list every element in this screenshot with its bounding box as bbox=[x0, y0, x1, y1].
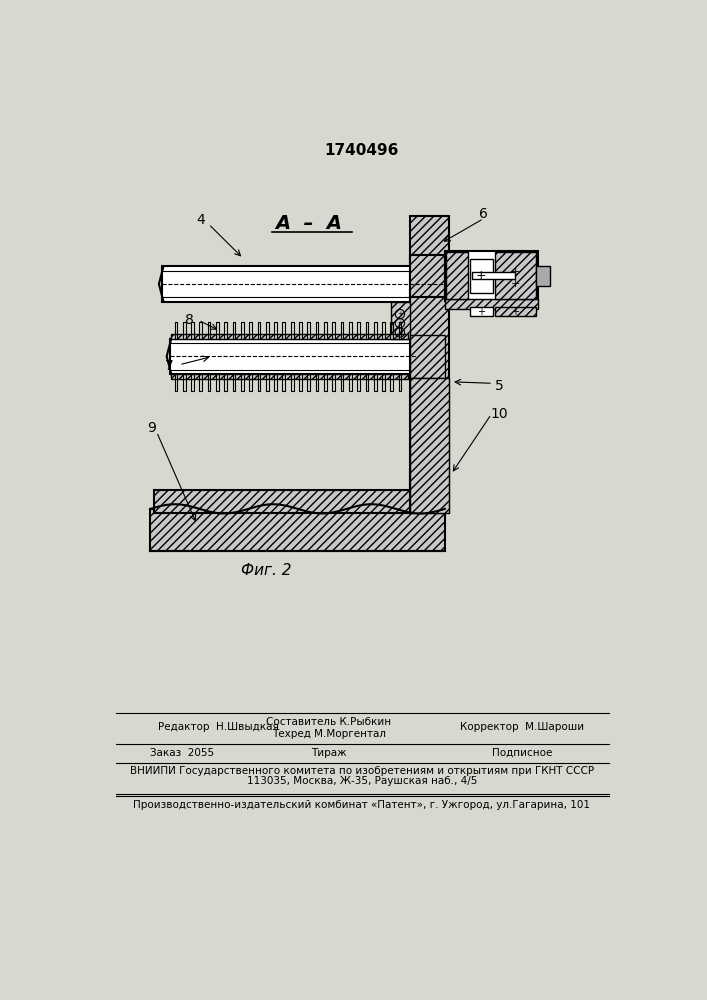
Bar bbox=[469, 259, 493, 293]
Bar bbox=[410, 335, 445, 378]
Bar bbox=[495, 252, 537, 299]
Bar bbox=[472, 272, 515, 279]
Text: +: + bbox=[477, 307, 485, 317]
Bar bbox=[537, 266, 550, 286]
Text: 10: 10 bbox=[491, 407, 508, 421]
Bar bbox=[171, 334, 409, 339]
Text: 4: 4 bbox=[197, 213, 205, 227]
Text: +: + bbox=[511, 307, 520, 317]
Text: Фиг. 2: Фиг. 2 bbox=[241, 563, 292, 578]
Text: +: + bbox=[397, 330, 403, 336]
Text: Подписное: Подписное bbox=[492, 748, 553, 758]
Bar bbox=[445, 251, 538, 301]
Text: 6: 6 bbox=[479, 207, 488, 221]
Text: 8: 8 bbox=[185, 313, 194, 327]
Bar bbox=[469, 307, 493, 316]
Text: 5: 5 bbox=[495, 379, 503, 393]
Text: +: + bbox=[476, 269, 486, 282]
Bar bbox=[446, 252, 468, 299]
Polygon shape bbox=[410, 470, 449, 513]
Text: +: + bbox=[397, 311, 403, 317]
Text: 9: 9 bbox=[148, 421, 156, 435]
Text: 113035, Москва, Ж-35, Раушская наб., 4/5: 113035, Москва, Ж-35, Раушская наб., 4/5 bbox=[247, 776, 477, 786]
Bar bbox=[495, 307, 537, 316]
Text: 1740496: 1740496 bbox=[325, 143, 399, 158]
Bar bbox=[391, 302, 410, 339]
Bar bbox=[410, 255, 445, 297]
Text: +: + bbox=[510, 267, 520, 277]
Text: Тираж: Тираж bbox=[311, 748, 346, 758]
Bar bbox=[171, 374, 409, 379]
Text: +: + bbox=[397, 320, 403, 326]
Text: Корректор  М.Шароши: Корректор М.Шароши bbox=[460, 722, 585, 732]
Bar bbox=[154, 490, 445, 513]
Bar bbox=[162, 266, 410, 302]
Text: Составитель К.Рыбкин: Составитель К.Рыбкин bbox=[266, 717, 391, 727]
Bar bbox=[410, 378, 449, 513]
Text: Заказ  2055: Заказ 2055 bbox=[151, 748, 214, 758]
Bar bbox=[410, 216, 449, 513]
Bar bbox=[170, 339, 410, 374]
Text: ВНИИПИ Государственного комитета по изобретениям и открытиям при ГКНТ СССР: ВНИИПИ Государственного комитета по изоб… bbox=[130, 766, 594, 776]
Text: 7: 7 bbox=[165, 359, 174, 373]
Text: Редактор  Н.Швыдкая: Редактор Н.Швыдкая bbox=[158, 722, 279, 732]
Bar bbox=[151, 509, 445, 551]
Bar bbox=[445, 299, 538, 309]
Text: +: + bbox=[510, 279, 520, 289]
Text: Производственно-издательский комбинат «Патент», г. Ужгород, ул.Гагарина, 101: Производственно-издательский комбинат «П… bbox=[134, 800, 590, 810]
Text: А  –  А: А – А bbox=[276, 214, 343, 233]
Text: Техред М.Моргентал: Техред М.Моргентал bbox=[271, 729, 385, 739]
